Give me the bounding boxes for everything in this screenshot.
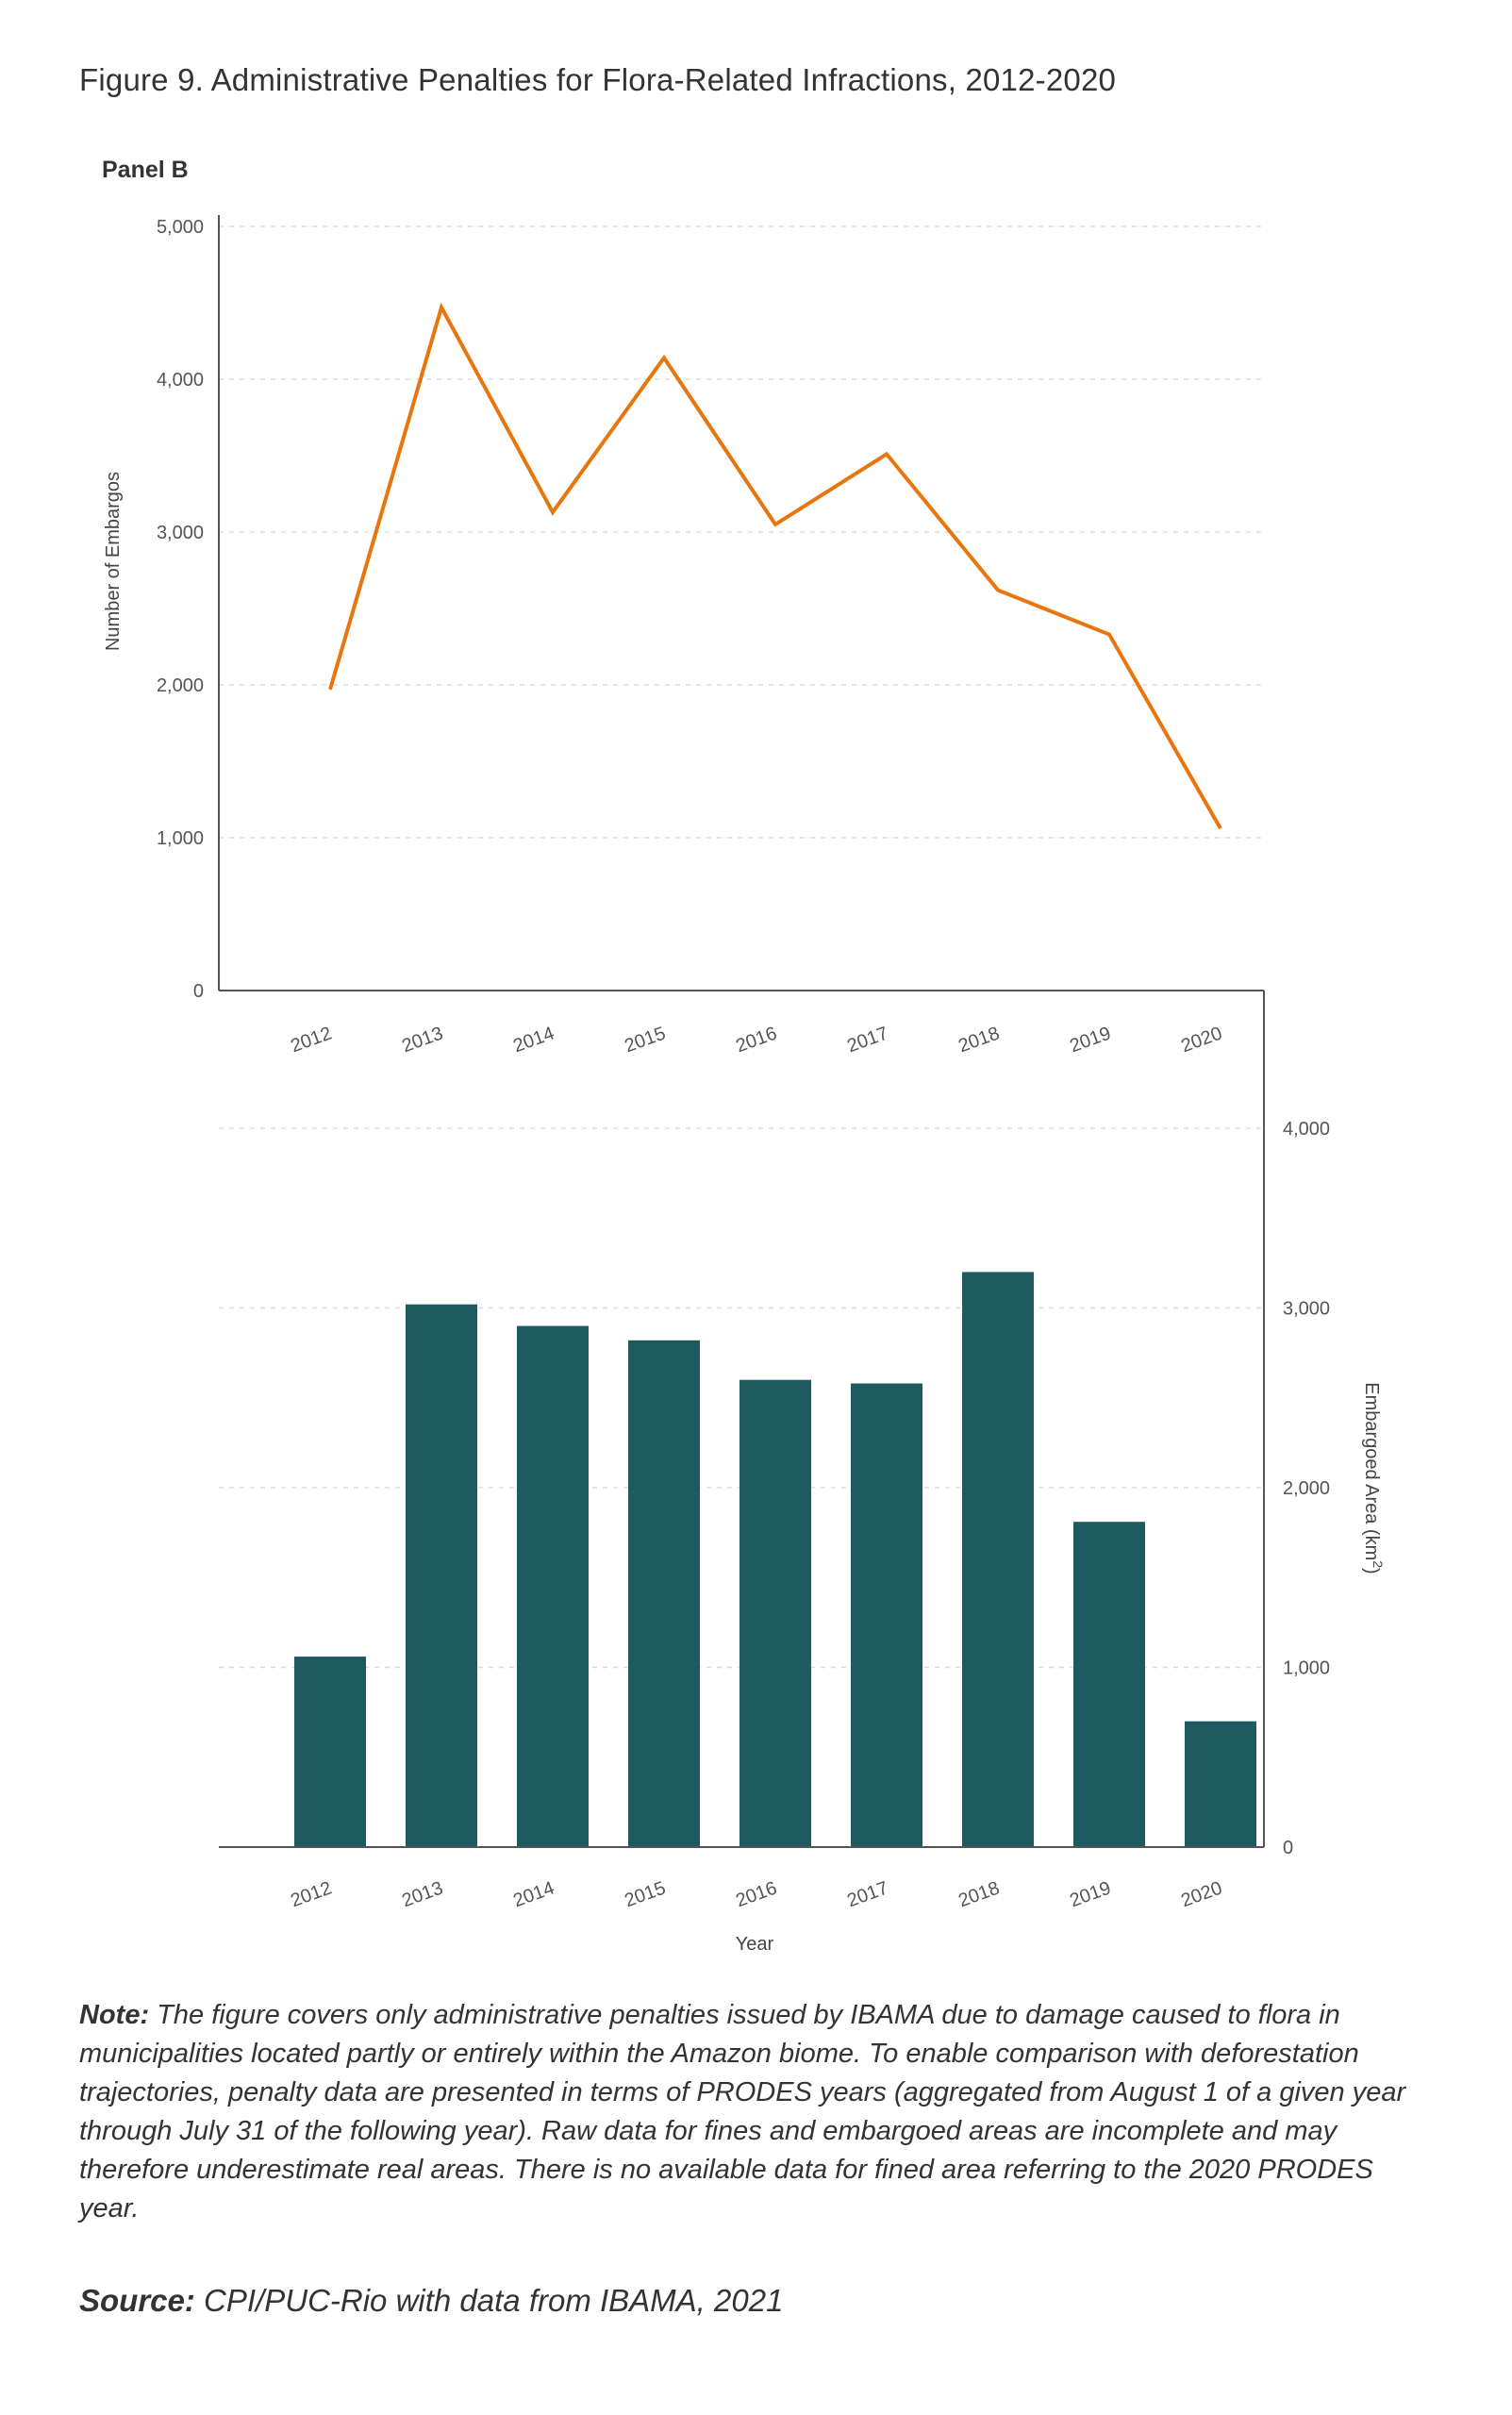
bar	[851, 1383, 922, 1847]
bar	[294, 1657, 366, 1847]
y-tick-label: 3,000	[1283, 1299, 1330, 1320]
y-tick-label: 3,000	[157, 523, 204, 543]
x-axis-title: Year	[736, 1934, 774, 1955]
source-text: CPI/PUC-Rio with data from IBAMA, 2021	[194, 2283, 784, 2318]
x-tick-label: 2019	[1067, 1023, 1113, 1057]
x-tick-label: 2014	[510, 1877, 557, 1911]
x-tick-label: 2013	[399, 1877, 445, 1911]
line-chart-embargos: 0 1,000 2,000 3,000 4,000 5,000 2012 2013 2014 20…	[103, 215, 1264, 1057]
x-tick-label: 2015	[622, 1023, 668, 1057]
bar	[517, 1325, 589, 1847]
x-tick-label: 2013	[399, 1023, 445, 1057]
note-text: The figure covers only administrative pe…	[79, 2000, 1406, 2223]
y-tick-label: 0	[1283, 1838, 1293, 1858]
y-tick-label: 4,000	[157, 370, 204, 391]
x-tick-label: 2019	[1067, 1877, 1113, 1911]
chart-area: 0 1,000 2,000 3,000 4,000 5,000 2012 2013 2014 20…	[103, 215, 1386, 1955]
y-tick-label: 1,000	[1283, 1658, 1330, 1679]
x-tick-label: 2014	[510, 1023, 557, 1057]
y-tick-label: 5,000	[157, 217, 204, 238]
bar	[406, 1304, 477, 1847]
x-tick-label: 2016	[733, 1877, 779, 1911]
x-tick-label: 2020	[1178, 1877, 1224, 1911]
bar	[962, 1272, 1034, 1847]
bar	[628, 1340, 700, 1847]
bar-chart-embargoed-area: 0 1,000 2,000 3,000 4,000 2012 2013 2014 2015 201…	[219, 991, 1386, 1955]
y-tick-label: 4,000	[1283, 1119, 1330, 1140]
y-axis-title-right: Embargoed Area (km2)	[1361, 1382, 1386, 1574]
figure-source: Source: CPI/PUC-Rio with data from IBAMA…	[79, 2283, 783, 2319]
y-axis-title-left: Number of Embargos	[103, 472, 124, 651]
panel-label: Panel B	[102, 157, 189, 183]
note-label: Note:	[79, 2000, 150, 2030]
x-tick-label: 2016	[733, 1023, 779, 1057]
x-tick-label: 2017	[844, 1023, 890, 1057]
x-tick-label: 2012	[288, 1023, 334, 1057]
figure-title: Figure 9. Administrative Penalties for F…	[79, 62, 1117, 97]
bar	[1185, 1721, 1256, 1847]
x-tick-label: 2015	[622, 1877, 668, 1911]
x-tick-label: 2012	[288, 1877, 334, 1911]
y-tick-label: 2,000	[157, 675, 204, 696]
bar	[1073, 1522, 1145, 1847]
y-tick-label: 0	[193, 981, 204, 1002]
x-tick-label: 2018	[955, 1877, 1002, 1911]
x-tick-label: 2017	[844, 1877, 890, 1911]
bar	[739, 1379, 811, 1847]
y-tick-label: 2,000	[1283, 1478, 1330, 1499]
x-tick-label: 2020	[1178, 1023, 1224, 1057]
y-tick-label: 1,000	[157, 828, 204, 849]
source-label: Source:	[79, 2283, 195, 2318]
figure-note: Note: The figure covers only administrat…	[79, 1996, 1437, 2228]
series-line-embargos	[328, 302, 1222, 830]
x-tick-label: 2018	[955, 1023, 1002, 1057]
